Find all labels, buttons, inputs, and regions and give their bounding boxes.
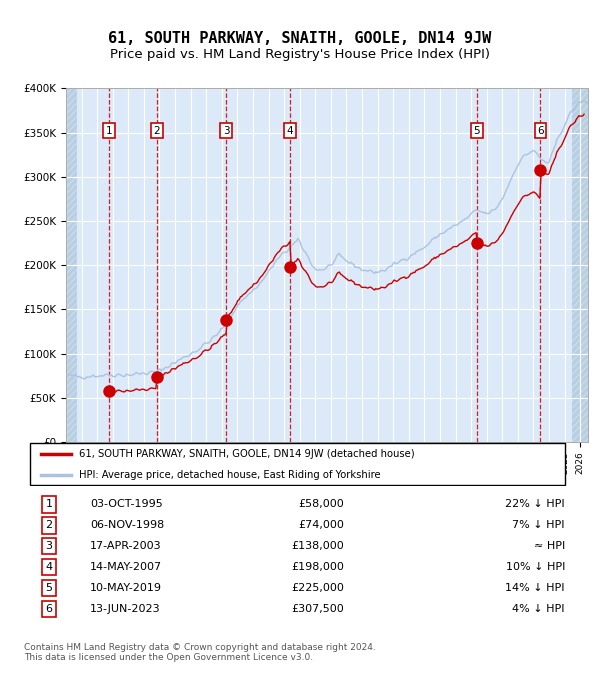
- Text: 3: 3: [223, 126, 230, 136]
- Text: 6: 6: [46, 604, 52, 614]
- Text: 06-NOV-1998: 06-NOV-1998: [90, 520, 164, 530]
- Text: £138,000: £138,000: [292, 541, 344, 551]
- Text: Price paid vs. HM Land Registry's House Price Index (HPI): Price paid vs. HM Land Registry's House …: [110, 48, 490, 61]
- Text: £198,000: £198,000: [291, 562, 344, 572]
- Text: £307,500: £307,500: [292, 604, 344, 614]
- Text: HPI: Average price, detached house, East Riding of Yorkshire: HPI: Average price, detached house, East…: [79, 470, 381, 480]
- Text: 5: 5: [46, 583, 52, 593]
- Text: 4% ↓ HPI: 4% ↓ HPI: [512, 604, 565, 614]
- Bar: [66, 88, 77, 442]
- Text: 03-OCT-1995: 03-OCT-1995: [90, 499, 163, 509]
- Text: 14-MAY-2007: 14-MAY-2007: [90, 562, 163, 572]
- Text: 3: 3: [46, 541, 52, 551]
- Text: 5: 5: [473, 126, 480, 136]
- Text: 10% ↓ HPI: 10% ↓ HPI: [506, 562, 565, 572]
- Text: 10-MAY-2019: 10-MAY-2019: [90, 583, 162, 593]
- Text: 6: 6: [537, 126, 544, 136]
- Text: 17-APR-2003: 17-APR-2003: [90, 541, 162, 551]
- Text: 61, SOUTH PARKWAY, SNAITH, GOOLE, DN14 9JW (detached house): 61, SOUTH PARKWAY, SNAITH, GOOLE, DN14 9…: [79, 449, 415, 460]
- Text: 1: 1: [46, 499, 52, 509]
- Text: 7% ↓ HPI: 7% ↓ HPI: [512, 520, 565, 530]
- Text: 14% ↓ HPI: 14% ↓ HPI: [505, 583, 565, 593]
- Text: 4: 4: [45, 562, 52, 572]
- Text: 2: 2: [45, 520, 52, 530]
- Text: 61, SOUTH PARKWAY, SNAITH, GOOLE, DN14 9JW: 61, SOUTH PARKWAY, SNAITH, GOOLE, DN14 9…: [109, 31, 491, 46]
- FancyBboxPatch shape: [29, 443, 565, 486]
- Text: 2: 2: [154, 126, 160, 136]
- Text: 1: 1: [106, 126, 112, 136]
- Text: £58,000: £58,000: [298, 499, 344, 509]
- Text: ≈ HPI: ≈ HPI: [534, 541, 565, 551]
- Text: 4: 4: [287, 126, 293, 136]
- Text: 22% ↓ HPI: 22% ↓ HPI: [505, 499, 565, 509]
- Text: £225,000: £225,000: [291, 583, 344, 593]
- Text: 13-JUN-2023: 13-JUN-2023: [90, 604, 161, 614]
- Text: Contains HM Land Registry data © Crown copyright and database right 2024.
This d: Contains HM Land Registry data © Crown c…: [24, 643, 376, 662]
- Text: £74,000: £74,000: [298, 520, 344, 530]
- Bar: [572, 88, 596, 442]
